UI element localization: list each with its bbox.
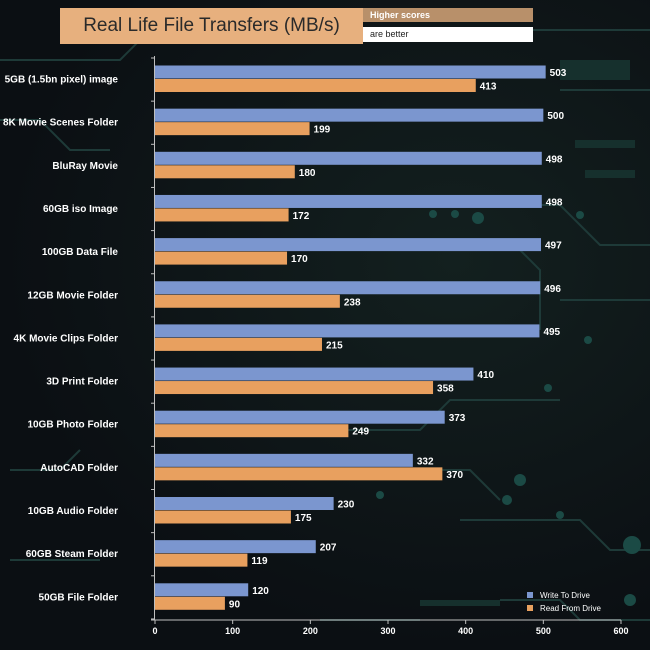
x-tick-label: 100 bbox=[225, 626, 240, 636]
value-label: 175 bbox=[295, 513, 312, 524]
value-label: 119 bbox=[251, 556, 268, 567]
note-are-better: are better bbox=[363, 27, 533, 42]
value-label: 238 bbox=[344, 297, 361, 308]
category-label: 10GB Photo Folder bbox=[27, 420, 118, 431]
bar-write bbox=[155, 410, 445, 424]
bar-read bbox=[155, 467, 443, 481]
value-label: 495 bbox=[543, 327, 560, 338]
x-tick-label: 600 bbox=[613, 626, 628, 636]
chart-title: Real Life File Transfers (MB/s) bbox=[60, 8, 363, 44]
x-tick-label: 400 bbox=[458, 626, 473, 636]
x-tick-label: 500 bbox=[536, 626, 551, 636]
bar-read bbox=[155, 208, 289, 222]
x-tick-label: 0 bbox=[152, 626, 157, 636]
bar-write bbox=[155, 151, 542, 165]
value-label: 332 bbox=[417, 456, 434, 467]
value-label: 230 bbox=[338, 500, 355, 511]
bar-read bbox=[155, 122, 310, 136]
category-label: 12GB Movie Folder bbox=[27, 290, 118, 301]
category-label: 4K Movie Clips Folder bbox=[14, 333, 119, 344]
x-tick-label: 200 bbox=[303, 626, 318, 636]
value-label: 503 bbox=[550, 68, 567, 79]
bar-write bbox=[155, 281, 541, 295]
value-label: 358 bbox=[437, 384, 454, 395]
value-label: 497 bbox=[545, 241, 562, 252]
value-label: 498 bbox=[546, 154, 563, 165]
category-label: BluRay Movie bbox=[52, 161, 118, 172]
bar-write bbox=[155, 108, 544, 122]
value-label: 120 bbox=[252, 586, 269, 597]
category-label: 8K Movie Scenes Folder bbox=[3, 118, 118, 129]
bar-write bbox=[155, 453, 413, 467]
value-label: 90 bbox=[229, 599, 241, 610]
category-label: AutoCAD Folder bbox=[40, 463, 118, 474]
value-label: 207 bbox=[320, 543, 337, 554]
category-label: 3D Print Folder bbox=[46, 377, 118, 388]
category-label: 50GB File Folder bbox=[39, 592, 119, 603]
value-label: 496 bbox=[544, 284, 561, 295]
bar-write bbox=[155, 497, 334, 510]
value-label: 215 bbox=[326, 340, 343, 351]
bar-write bbox=[155, 238, 542, 252]
category-label: 60GB iso Image bbox=[43, 204, 118, 215]
value-label: 500 bbox=[547, 111, 564, 122]
value-label: 410 bbox=[477, 370, 494, 381]
category-label: 60GB Steam Folder bbox=[26, 549, 118, 560]
value-label: 180 bbox=[299, 168, 316, 179]
bar-read bbox=[155, 251, 288, 265]
legend-label-read: Read From Drive bbox=[540, 604, 601, 613]
note-higher-scores: Higher scores bbox=[363, 8, 533, 22]
category-label: 100GB Data File bbox=[42, 247, 119, 258]
bar-write bbox=[155, 324, 540, 338]
bar-read bbox=[155, 596, 225, 610]
legend-label-write: Write To Drive bbox=[540, 591, 590, 600]
category-label: 10GB Audio Folder bbox=[28, 506, 118, 517]
value-label: 170 bbox=[291, 254, 308, 265]
value-label: 370 bbox=[446, 470, 463, 481]
bar-write bbox=[155, 583, 249, 597]
value-label: 498 bbox=[546, 197, 563, 208]
bar-write bbox=[155, 540, 316, 554]
x-tick-label: 300 bbox=[380, 626, 395, 636]
bar-read bbox=[155, 553, 248, 567]
bar-read bbox=[155, 510, 291, 524]
value-label: 172 bbox=[293, 211, 310, 222]
legend-swatch-write bbox=[527, 592, 533, 598]
value-label: 199 bbox=[314, 125, 331, 136]
bar-write bbox=[155, 194, 542, 208]
bar-read bbox=[155, 381, 434, 395]
legend-swatch-read bbox=[527, 605, 533, 611]
bar-read bbox=[155, 337, 322, 351]
bar-read bbox=[155, 165, 295, 179]
value-label: 413 bbox=[480, 82, 497, 93]
value-label: 249 bbox=[352, 427, 369, 438]
bar-read bbox=[155, 294, 340, 308]
bar-write bbox=[155, 367, 474, 381]
bar-write bbox=[155, 65, 546, 79]
bar-read bbox=[155, 79, 476, 92]
bar-read bbox=[155, 424, 349, 438]
category-label: 5GB (1.5bn pixel) image bbox=[5, 75, 119, 86]
value-label: 373 bbox=[449, 413, 466, 424]
